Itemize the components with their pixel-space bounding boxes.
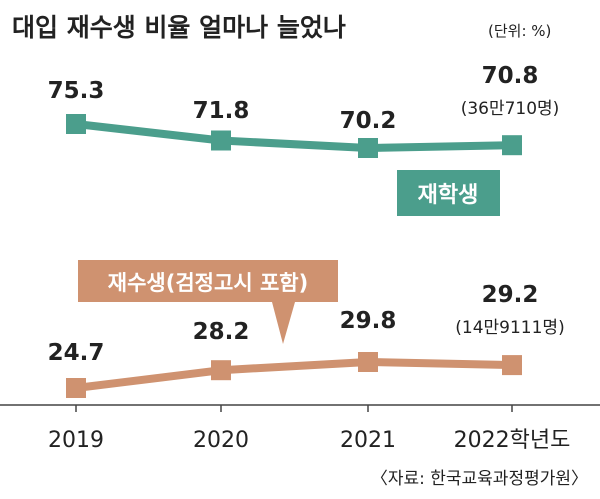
series-jaehak-point-2020	[211, 130, 231, 151]
x-tick-label-2022: 2022학년도	[454, 428, 571, 453]
series-jaesu-point-2019	[66, 378, 86, 398]
series-jaehak-label-2019: 75.3	[48, 78, 105, 104]
source-note: 〈자료: 한국교육과정평가원〉	[371, 469, 588, 489]
series-jaesu-label-2020: 28.2	[193, 319, 250, 345]
series-jaehak-label-2020: 71.8	[193, 98, 250, 124]
series-jaehak-point-2019	[66, 114, 86, 134]
series-jaehak-name-box	[397, 170, 500, 216]
x-tick-label-2020: 2020	[193, 428, 249, 453]
series-jaesu-name: 재수생(검정고시 포함)	[108, 271, 308, 295]
series-jaehak-point-2022	[502, 135, 522, 156]
series-jaehak-line	[75, 120, 513, 152]
series-jaesu-label-2019: 24.7	[48, 340, 105, 366]
series-jaesu-line	[75, 358, 513, 392]
series-jaehak-point-2021	[358, 138, 378, 158]
series-jaesu-point-2020	[211, 360, 231, 381]
chart-title: 대입 재수생 비율 얼마나 늘었나	[12, 13, 346, 42]
x-axis: 2019 2020 2021 2022학년도	[0, 404, 600, 453]
series-jaesu: 24.7 28.2 29.8 29.2 (14만9111명) 재수생(검정고시 …	[48, 260, 565, 398]
series-jaehak-label-2022: 70.8	[482, 63, 539, 89]
series-jaesu-note-2022: (14만9111명)	[455, 318, 564, 338]
series-jaehak-name: 재학생	[418, 183, 479, 208]
x-tick-label-2021: 2021	[340, 428, 396, 453]
series-jaesu-point-2022	[502, 355, 522, 376]
series-jaesu-name-callout	[78, 260, 338, 344]
x-tick-label-2019: 2019	[48, 428, 104, 453]
series-jaesu-label-2022: 29.2	[482, 282, 539, 308]
series-jaehak-label-2021: 70.2	[340, 108, 397, 134]
series-jaehak-note-2022: (36만710명)	[461, 99, 560, 119]
series-jaesu-label-2021: 29.8	[340, 308, 397, 334]
unit-label: (단위: %)	[488, 22, 551, 40]
series-jaesu-point-2021	[358, 352, 378, 372]
series-jaehak: 75.3 71.8 70.2 70.8 (36만710명) 재학생	[48, 63, 560, 216]
